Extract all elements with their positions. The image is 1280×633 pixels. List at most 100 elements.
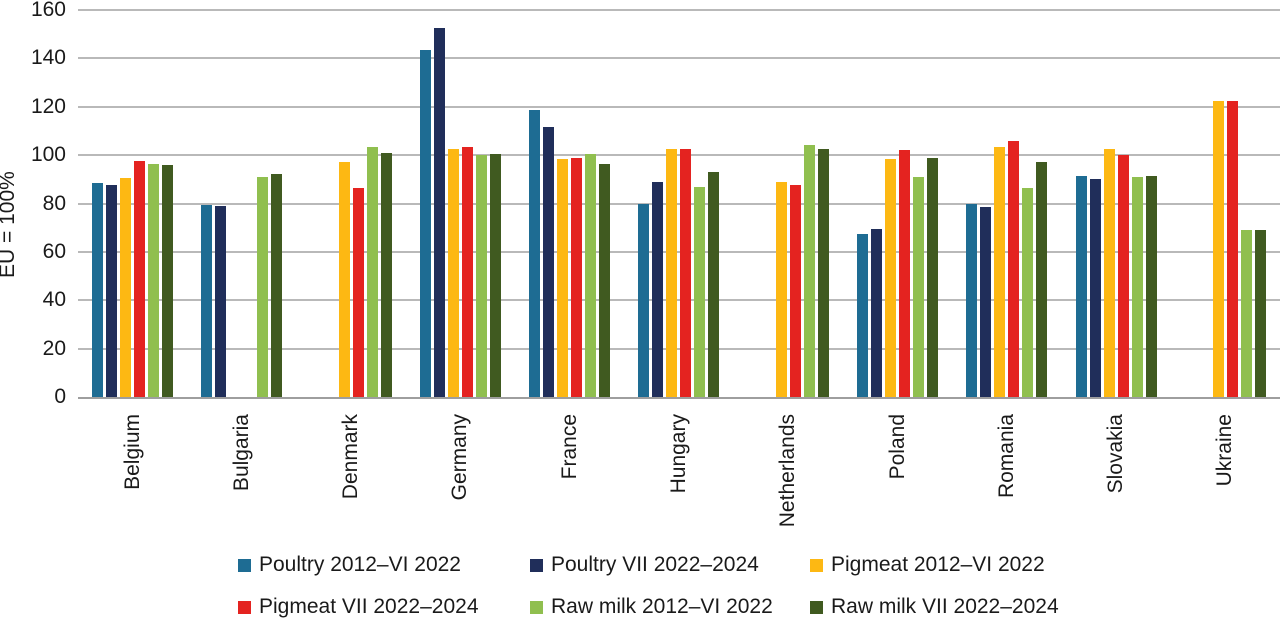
y-tick-label: 40 — [42, 288, 66, 312]
gridline — [78, 9, 1280, 11]
bar-group-netherlands — [734, 10, 843, 397]
bar — [803, 145, 815, 397]
y-axis-title: EU = 100% — [0, 171, 19, 279]
legend-item: Raw milk 2012–VI 2022 — [530, 595, 810, 619]
x-axis-label: France — [557, 414, 581, 480]
bar-group-hungary — [624, 10, 733, 397]
legend-item: Poultry 2012–VI 2022 — [238, 553, 530, 577]
legend-label: Poultry VII 2022–2024 — [551, 553, 759, 576]
gridline — [78, 154, 1280, 157]
bar — [1240, 230, 1252, 397]
bar — [148, 163, 160, 397]
x-axis-label: Denmark — [339, 414, 363, 500]
bar — [529, 110, 541, 397]
legend-row-2: Pigmeat VII 2022–2024 Raw milk 2012–VI 20… — [238, 595, 1138, 619]
bar — [966, 203, 978, 397]
bar — [775, 181, 787, 397]
bar — [419, 49, 431, 397]
bar — [1008, 140, 1020, 397]
bar — [817, 149, 829, 397]
bar — [980, 207, 992, 397]
bar — [1117, 155, 1129, 397]
bar — [352, 187, 364, 397]
legend-label: Pigmeat 2012–VI 2022 — [831, 553, 1045, 576]
bar — [447, 149, 459, 397]
bar-group-denmark — [297, 10, 406, 397]
legend-item: Pigmeat VII 2022–2024 — [238, 595, 530, 619]
bar — [857, 233, 869, 397]
bar — [162, 164, 174, 397]
bar — [1254, 230, 1266, 397]
bar — [557, 158, 569, 397]
bar — [201, 204, 213, 397]
bar — [271, 174, 283, 397]
bar — [475, 155, 487, 397]
bar — [913, 176, 925, 397]
y-tick-label: 140 — [30, 46, 66, 70]
legend-swatch-icon — [810, 600, 823, 614]
x-axis-label: Netherlands — [776, 414, 800, 528]
chart-legend: Poultry 2012–VI 2022 Poultry VII 2022–202… — [238, 553, 1138, 633]
gridline — [78, 57, 1280, 60]
bar — [1226, 100, 1238, 397]
bar — [433, 28, 445, 397]
legend-swatch-icon — [530, 600, 543, 614]
bar — [1131, 176, 1143, 397]
legend-swatch-icon — [810, 558, 823, 572]
y-tick-label: 20 — [42, 336, 66, 360]
bar — [680, 149, 692, 397]
x-axis-label: Hungary — [667, 414, 690, 494]
bar — [638, 203, 650, 397]
bar — [1103, 149, 1115, 397]
bar — [1145, 175, 1157, 397]
x-axis-label: Romania — [994, 414, 1018, 499]
bar — [366, 146, 378, 397]
bar — [257, 176, 269, 397]
bar — [585, 153, 597, 397]
bar — [461, 146, 473, 397]
bar — [599, 163, 611, 397]
x-axis-label: Belgium — [120, 414, 144, 490]
bar — [571, 157, 583, 397]
y-tick-label: 0 — [54, 385, 66, 408]
legend-label: Raw milk VII 2022–2024 — [831, 595, 1059, 618]
x-axis-label: Bulgaria — [229, 414, 253, 492]
y-tick-label: 160 — [30, 0, 66, 21]
legend-label: Pigmeat VII 2022–2024 — [259, 595, 479, 618]
bar-group-bulgaria — [187, 10, 296, 397]
plot-area — [78, 9, 1280, 399]
legend-swatch-icon — [238, 558, 251, 572]
gridline — [78, 202, 1280, 205]
y-tick-label: 60 — [42, 239, 66, 263]
gridline — [78, 250, 1280, 253]
legend-label: Poultry 2012–VI 2022 — [259, 553, 461, 576]
bar — [652, 181, 664, 397]
bar — [215, 205, 227, 397]
x-axis-label: Germany — [448, 414, 472, 501]
legend-item: Pigmeat 2012–VI 2022 — [810, 553, 1138, 577]
bar — [885, 158, 897, 397]
bar-group-belgium — [78, 10, 187, 397]
bar — [134, 161, 146, 397]
bar — [994, 146, 1006, 397]
bar-group-france — [515, 10, 624, 397]
bar — [871, 228, 883, 397]
gridline — [78, 347, 1280, 350]
bar — [666, 149, 678, 397]
legend-swatch-icon — [530, 558, 543, 572]
x-axis-label: Slovakia — [1104, 414, 1128, 494]
bar — [92, 182, 104, 397]
gridline — [78, 105, 1280, 108]
y-tick-label: 80 — [42, 191, 66, 215]
bar — [120, 178, 132, 397]
bar — [1036, 162, 1048, 397]
legend-label: Raw milk 2012–VI 2022 — [551, 595, 773, 618]
bar-group-poland — [843, 10, 952, 397]
bar-group-slovakia — [1061, 10, 1170, 397]
legend-row-1: Poultry 2012–VI 2022 Poultry VII 2022–202… — [238, 553, 1138, 577]
legend-item: Raw milk VII 2022–2024 — [810, 595, 1138, 619]
bar — [708, 172, 720, 397]
bar-group-romania — [952, 10, 1061, 397]
y-tick-label: 120 — [30, 94, 66, 118]
bar — [106, 185, 118, 397]
